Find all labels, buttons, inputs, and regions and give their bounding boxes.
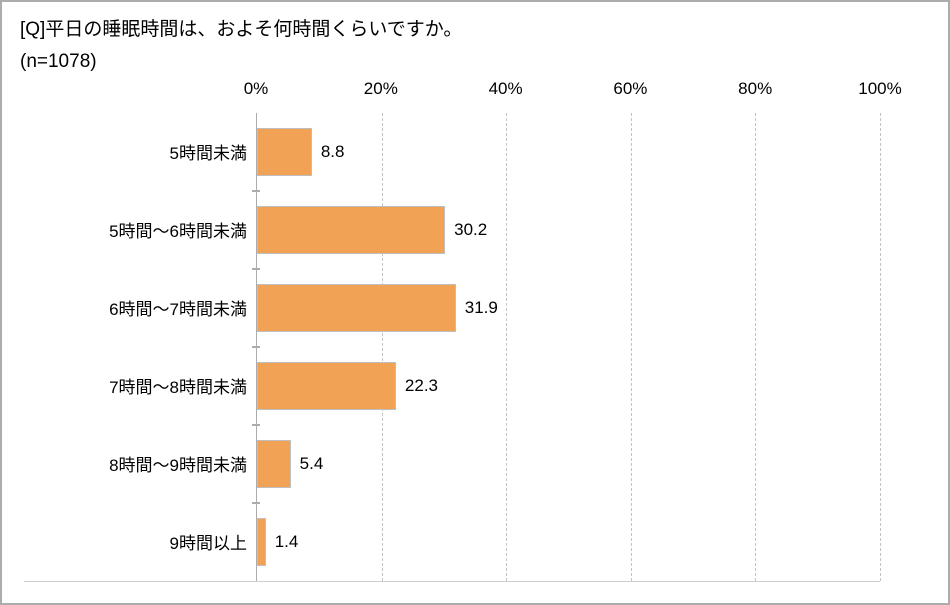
bar-row: 30.2 <box>257 191 880 269</box>
bar-value-label: 31.9 <box>464 297 498 317</box>
bar <box>257 439 291 488</box>
bar-row: 31.9 <box>257 269 880 347</box>
category-label: 9時間以上 <box>169 534 247 554</box>
bar <box>257 361 396 410</box>
bar-row: 8.8 <box>257 113 880 191</box>
x-tick-label: 0% <box>243 78 269 98</box>
category-label: 8時間〜9時間未満 <box>109 456 247 476</box>
category-labels: 5時間未満 5時間〜6時間未満 6時間〜7時間未満 7時間〜8時間未満 8時間〜9時間未… <box>24 113 256 581</box>
gridline <box>506 112 508 581</box>
sample-size-label: (n=1078) <box>20 50 97 72</box>
x-tick-label: 80% <box>738 78 773 98</box>
gridline <box>381 112 383 581</box>
x-axis-row: 0% 20% 40% 60% 80% 100% <box>24 75 902 113</box>
bar <box>257 283 456 332</box>
plot-area: 8.8 30.2 31.9 22.3 5.4 1.4 <box>252 112 881 581</box>
bar <box>257 517 266 566</box>
category-label: 6時間〜7時間未満 <box>109 300 247 320</box>
bar-row: 5.4 <box>257 425 880 503</box>
x-axis: 0% 20% 40% 60% 80% 100% <box>244 75 902 113</box>
bar-row: 22.3 <box>257 347 880 425</box>
category-label: 7時間〜8時間未満 <box>109 378 247 398</box>
axis-tick <box>252 501 260 504</box>
bar-value-label: 30.2 <box>454 219 488 239</box>
axis-tick <box>252 345 260 348</box>
x-tick-label: 40% <box>488 78 523 98</box>
category-label: 5時間〜6時間未満 <box>109 222 247 242</box>
x-tick-label: 60% <box>613 78 648 98</box>
bar <box>257 127 312 176</box>
axis-tick <box>252 423 260 426</box>
bar-chart: 0% 20% 40% 60% 80% 100% 5時間未満 5時間〜6時間未満 6時間〜7時間… <box>20 75 928 582</box>
axis-label-spacer <box>24 75 256 113</box>
chart-body: 5時間未満 5時間〜6時間未満 6時間〜7時間未満 7時間〜8時間未満 8時間〜9時間未… <box>24 112 881 582</box>
chart-title: [Q]平日の睡眠時間は、およそ何時間くらいですか。 <box>20 19 463 40</box>
category-label: 5時間未満 <box>169 144 247 164</box>
bar-value-label: 1.4 <box>274 531 299 551</box>
bar-value-label: 8.8 <box>320 141 345 161</box>
bar-value-label: 22.3 <box>404 375 439 395</box>
bar-value-label: 5.4 <box>299 453 324 473</box>
bar-row: 1.4 <box>257 503 880 581</box>
gridline <box>880 112 881 581</box>
x-tick-label: 20% <box>363 78 398 98</box>
gridline <box>755 112 757 581</box>
axis-tick <box>252 189 260 192</box>
bar <box>257 205 446 254</box>
axis-tick <box>252 267 260 270</box>
gridline <box>630 112 632 581</box>
x-tick-label: 100% <box>858 78 902 98</box>
